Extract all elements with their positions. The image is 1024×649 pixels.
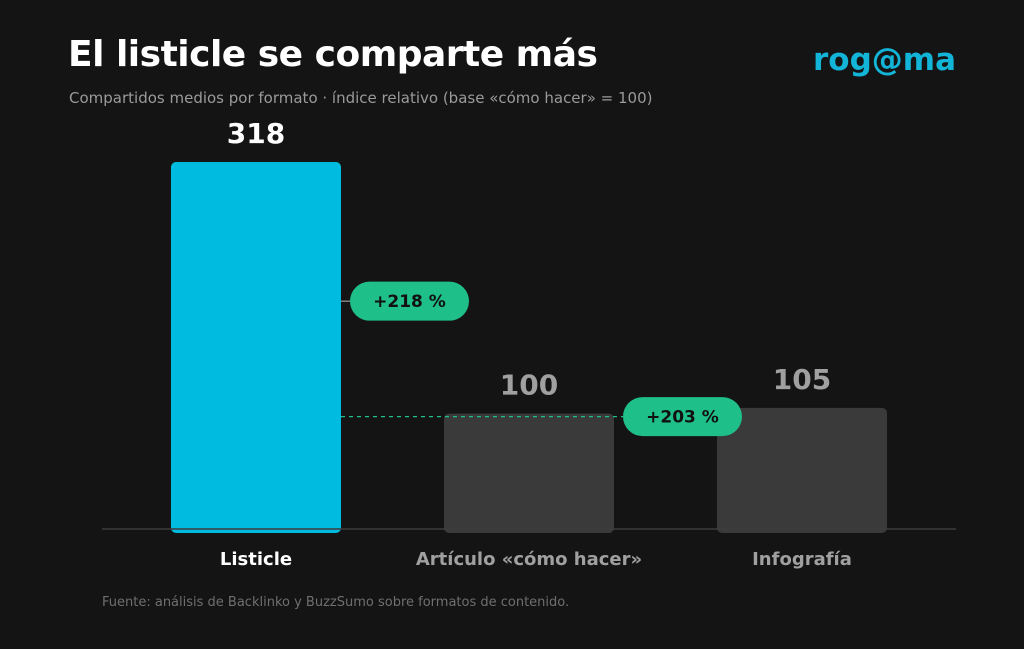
annotation-label-0: +218 %	[373, 292, 446, 312]
bar-1	[444, 413, 614, 533]
brand-logo: rog@ma	[813, 42, 956, 78]
value-label-2: 105	[773, 363, 831, 396]
category-label-2: Infografía	[752, 549, 852, 570]
annotation-badge-0	[350, 281, 469, 321]
annotation-badge-1	[623, 397, 742, 437]
category-label-1: Artículo «cómo hacer»	[416, 549, 642, 570]
source-note: Fuente: análisis de Backlinko y BuzzSumo…	[102, 595, 570, 610]
annotation-label-1: +203 %	[646, 408, 719, 428]
category-label-0: Listicle	[220, 549, 292, 570]
value-label-1: 100	[500, 369, 558, 402]
bar-2	[717, 407, 887, 533]
value-label-0: 318	[227, 117, 285, 150]
chart-subtitle: Compartidos medios por formato · índice …	[69, 89, 653, 107]
chart-title: El listicle se comparte más	[68, 34, 598, 75]
bar-0	[171, 162, 341, 533]
